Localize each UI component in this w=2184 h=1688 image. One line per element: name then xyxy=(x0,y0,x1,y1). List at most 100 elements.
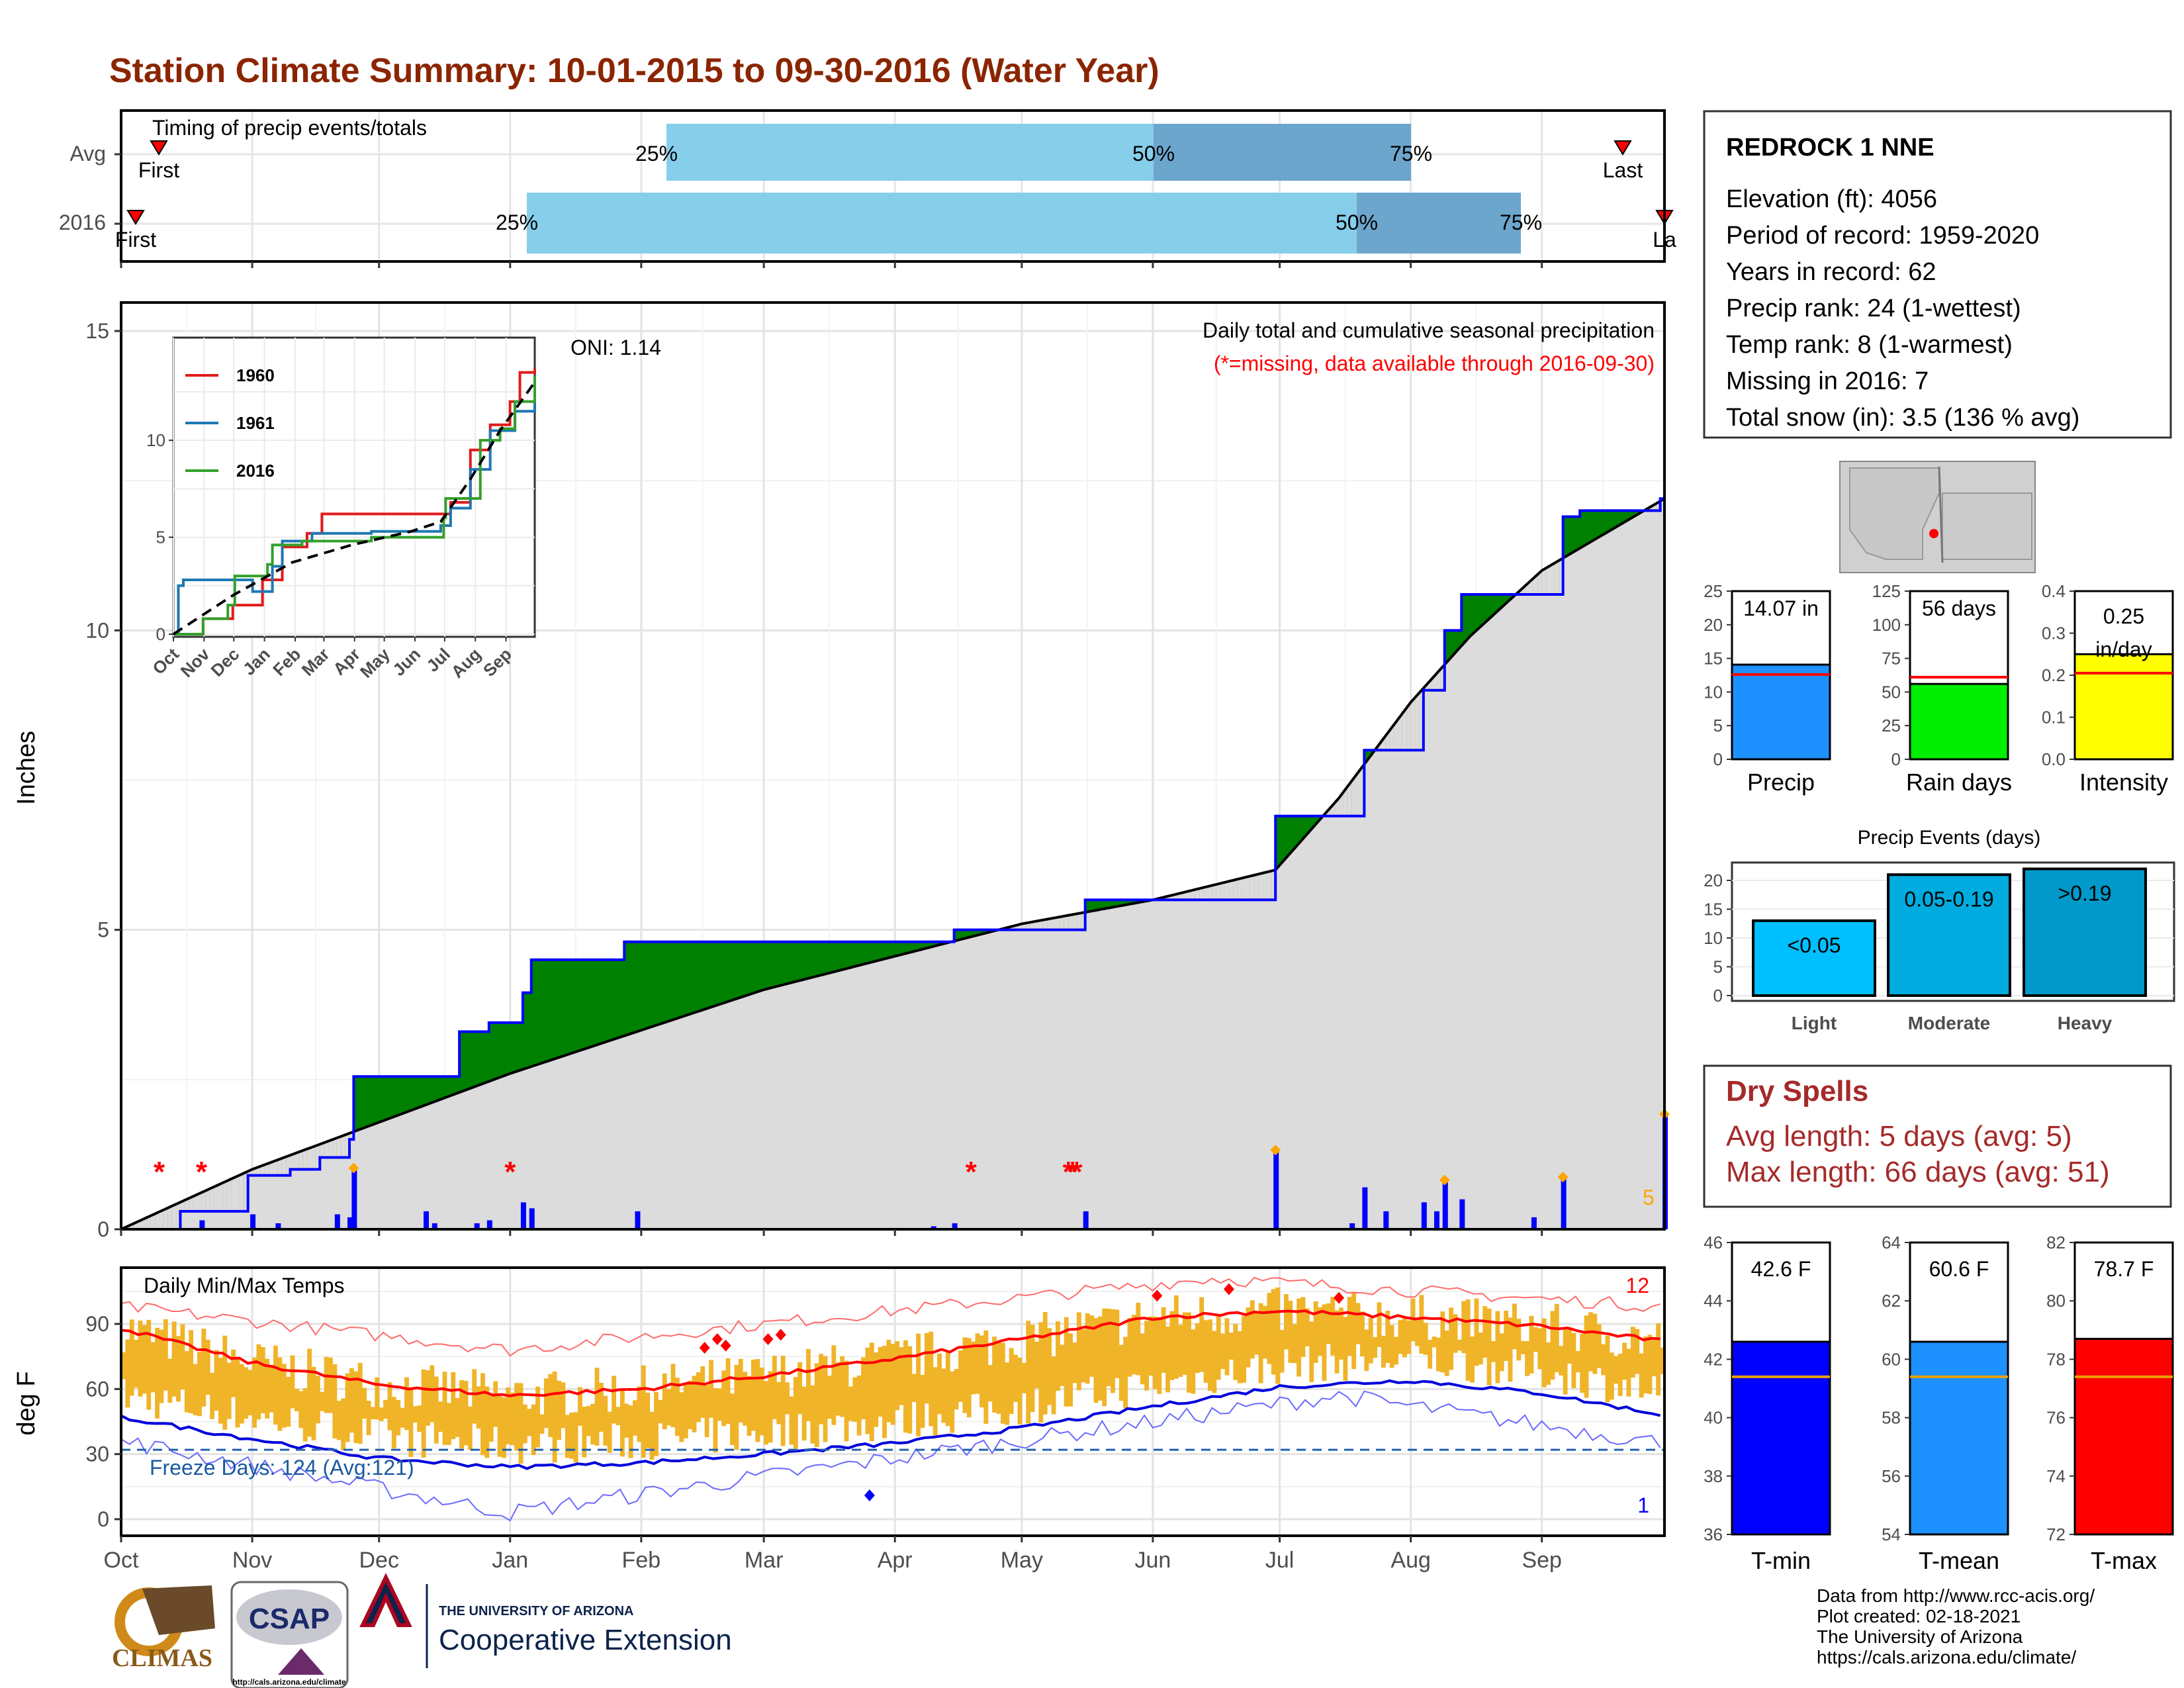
record-high-marker xyxy=(711,1333,723,1345)
temp-daily-bar xyxy=(1267,1293,1272,1364)
precip-avg-area xyxy=(1368,755,1373,1229)
temp-daily-bar xyxy=(408,1387,414,1457)
precip-avg-area xyxy=(1491,615,1496,1229)
precip-anomaly-bar xyxy=(721,941,727,1004)
precip-anomaly-bar xyxy=(666,941,672,1021)
precip-avg-area xyxy=(819,975,824,1229)
temp-daily-bar xyxy=(167,1358,173,1403)
precip-avg-area xyxy=(134,1222,139,1229)
precip-anomaly-bar xyxy=(1304,816,1310,834)
temp-daily-bar xyxy=(324,1356,329,1413)
temp-daily-bar xyxy=(1297,1298,1302,1377)
precip-anomaly-bar xyxy=(844,941,849,969)
gauge-fill xyxy=(1909,1340,2009,1536)
precip-anomaly-bar xyxy=(700,941,705,1010)
precip-avg-area xyxy=(1398,716,1403,1229)
precip-anomaly-bar xyxy=(1309,816,1314,829)
precip-avg-area xyxy=(1254,874,1259,1229)
precip-anomaly-bar xyxy=(480,1031,486,1084)
temp-gauge: 60.6 F 54 56 58 60 62 64 T-mean xyxy=(1882,1233,2009,1574)
temp-daily-bar xyxy=(1199,1297,1205,1372)
precip-avg-area xyxy=(1373,750,1378,1229)
precip-avg-area xyxy=(1017,924,1023,1229)
temp-ytick-label: 90 xyxy=(85,1312,109,1336)
precip-avg-area xyxy=(433,1101,439,1229)
precip-anomaly-bar xyxy=(1592,510,1598,540)
temp-daily-bar xyxy=(700,1366,705,1418)
temp-daily-bar xyxy=(472,1369,477,1424)
precip-avg-area xyxy=(1304,833,1310,1229)
temp-daily-bar xyxy=(248,1370,253,1416)
precip-anomaly-bar xyxy=(476,1031,481,1086)
gauge-tick-label: 0.0 xyxy=(2042,749,2066,769)
temp-daily-bar xyxy=(256,1344,261,1420)
temp-daily-bar xyxy=(1495,1311,1500,1383)
precip-avg-area xyxy=(1144,901,1150,1229)
precip-avg-area xyxy=(294,1152,299,1229)
temp-daily-bar xyxy=(1178,1325,1183,1377)
precip-anomaly-bar xyxy=(417,1076,422,1107)
precip-anomaly-bar xyxy=(510,1022,515,1073)
precip-avg-area xyxy=(189,1197,194,1229)
gauge-fill xyxy=(2073,1338,2174,1536)
precip-avg-area xyxy=(125,1226,130,1229)
gauge-value-label: 0.25 xyxy=(2103,604,2144,628)
precip-avg-area xyxy=(1258,873,1263,1229)
temp-daily-bar xyxy=(522,1404,527,1444)
precip-avg-area xyxy=(624,1035,629,1229)
precip-avg-area xyxy=(1283,858,1289,1229)
temp-daily-bar xyxy=(1250,1300,1255,1359)
precip-anomaly-bar xyxy=(1617,510,1623,525)
precip-avg-area xyxy=(1115,906,1120,1229)
temp-daily-bar xyxy=(1394,1336,1398,1365)
temp-daily-bar xyxy=(205,1339,210,1395)
precip-anomaly-bar xyxy=(426,1076,430,1105)
temp-daily-bar xyxy=(514,1383,520,1451)
temp-daily-bar xyxy=(252,1357,257,1428)
missing-marker: * xyxy=(504,1156,516,1188)
precip-avg-area xyxy=(1435,671,1441,1229)
precip-anomaly-bar xyxy=(1368,750,1373,756)
timing-bar-50-75 xyxy=(1357,193,1521,254)
gauge-tick-label: 25 xyxy=(1882,716,1901,735)
precip-avg-area xyxy=(844,968,849,1229)
precip-anomaly-bar xyxy=(776,941,782,986)
temp-daily-bar xyxy=(1601,1344,1606,1376)
precip-avg-area xyxy=(320,1143,325,1229)
temp-daily-bar xyxy=(1242,1315,1246,1383)
precip-avg-area xyxy=(514,1071,520,1229)
precip-avg-area xyxy=(747,994,752,1229)
temp-daily-bar xyxy=(446,1403,451,1445)
precip-avg-area xyxy=(1449,657,1454,1229)
station-info-line: Missing in 2016: 7 xyxy=(1726,367,1929,395)
temp-daily-bar xyxy=(831,1345,837,1425)
timing-label-50: 50% xyxy=(1336,211,1378,234)
precip-avg-area xyxy=(205,1190,210,1229)
precip-anomaly-bar xyxy=(764,941,769,990)
precip-avg-area xyxy=(1334,800,1340,1229)
precip-anomaly-bar xyxy=(1614,510,1619,528)
temp-daily-bar xyxy=(1300,1297,1306,1357)
temp-daily-bar xyxy=(1013,1354,1018,1402)
precip-avg-line xyxy=(120,497,1666,1231)
temp-daily-bar xyxy=(290,1355,295,1409)
temp-daily-bar xyxy=(679,1392,684,1442)
precip-anomaly-bar xyxy=(357,1076,363,1130)
precip-avg-area xyxy=(1428,680,1433,1229)
temp-daily-bar xyxy=(1034,1341,1039,1389)
precip-avg-area xyxy=(1550,564,1555,1229)
precip-avg-area xyxy=(539,1062,545,1229)
temp-daily-bar xyxy=(565,1415,570,1458)
precip-anomaly-bar xyxy=(1567,516,1572,555)
timing-marker-label: First xyxy=(138,158,179,182)
precip-anomaly-bar xyxy=(459,1031,465,1092)
temp-daily-bar xyxy=(1140,1333,1145,1385)
temp-daily-bar xyxy=(1617,1353,1623,1396)
temp-daily-bar xyxy=(1169,1311,1175,1380)
temp-daily-bar xyxy=(189,1330,194,1413)
precip-anomaly-bar xyxy=(1292,816,1297,849)
gauge-tick-label: 46 xyxy=(1704,1233,1723,1252)
precip-avg-area xyxy=(899,955,904,1229)
temp-daily-bar xyxy=(1005,1362,1010,1425)
